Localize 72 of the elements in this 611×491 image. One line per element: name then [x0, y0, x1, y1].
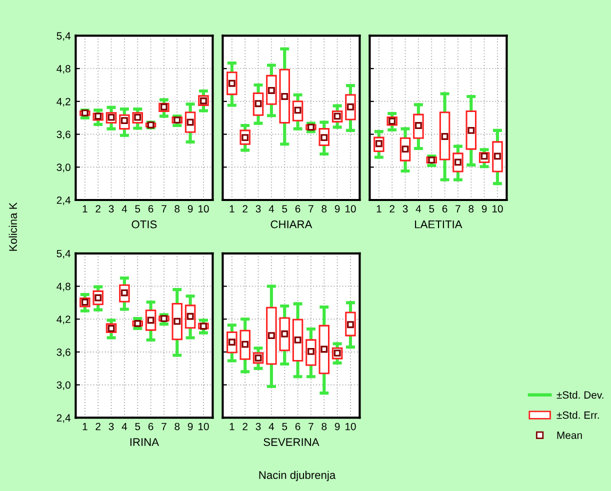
y-tick-label: 3,0: [56, 381, 70, 390]
x-tick-label: 3: [256, 422, 261, 430]
x-tick-label: 8: [468, 205, 474, 213]
y-tick-label: 5,4: [56, 32, 71, 41]
x-tick-label: 4: [416, 205, 422, 212]
x-tick-label: 6: [295, 205, 300, 213]
y-tick-label: 3,6: [56, 348, 70, 358]
x-tick-label: 7: [162, 205, 166, 212]
x-axis-title: IRINA: [130, 438, 159, 446]
text: ±Std. Dev.: [556, 391, 604, 399]
x-tick-label: 1: [230, 205, 234, 212]
x-tick-label: 6: [295, 422, 300, 430]
x-tick-label: 2: [390, 205, 394, 212]
x-tick-label: 2: [242, 422, 248, 430]
x-tick-label: 8: [174, 422, 180, 430]
x-tick-label: 9: [188, 422, 193, 430]
x-tick-label: 4: [122, 205, 128, 212]
x-tick-label: 2: [242, 205, 248, 212]
x-tick-label: 5: [135, 422, 140, 430]
x-tick-label: 4: [268, 422, 274, 430]
y-tick-label: 3,6: [56, 130, 70, 140]
y-tick-label: 5,4: [56, 250, 71, 259]
x-axis-title: LAETITIA: [415, 220, 462, 228]
x-tick-label: 2: [96, 422, 100, 430]
x-tick-label: 3: [402, 205, 408, 213]
x-tick-label: 2: [96, 205, 100, 212]
x-tick-label: 6: [148, 205, 154, 213]
x-tick-label: 10: [198, 205, 209, 213]
x-tick-label: 1: [82, 422, 88, 430]
y-tick-label: 2,4: [56, 196, 71, 206]
y-axis-title: Kolicina K: [8, 202, 17, 251]
x-tick-label: 8: [322, 422, 327, 430]
x-tick-label: 10: [492, 205, 503, 213]
x-tick-label: 7: [308, 205, 314, 212]
text: ±Std. Err.: [556, 411, 599, 419]
x-tick-label: 9: [334, 205, 340, 213]
x-tick-label: 4: [268, 205, 274, 212]
x-tick-label: 3: [108, 422, 114, 430]
y-tick-label: 4,8: [56, 65, 70, 74]
x-tick-label: 9: [482, 205, 487, 213]
x-tick-label: 5: [429, 205, 434, 213]
x-tick-label: 3: [108, 205, 114, 213]
y-tick-label: 2,4: [56, 414, 71, 423]
y-tick-label: 4,2: [56, 316, 70, 324]
x-tick-label: 6: [148, 422, 154, 430]
x-tick-label: 9: [334, 422, 340, 430]
x-tick-label: 6: [442, 205, 448, 213]
x-tick-label: 8: [322, 205, 327, 213]
x-tick-label: 8: [174, 205, 180, 213]
x-tick-label: 10: [198, 422, 209, 430]
y-tick-label: 4,8: [56, 282, 70, 292]
x-axis-title: OTIS: [132, 220, 157, 228]
text: Nacin djubrenja: [259, 470, 336, 482]
x-tick-label: 1: [376, 205, 382, 212]
x-tick-label: 7: [456, 205, 460, 212]
y-tick-label: 3,0: [56, 164, 70, 172]
text: Mean: [557, 432, 582, 439]
x-tick-label: 1: [230, 422, 234, 430]
x-tick-label: 5: [282, 205, 288, 213]
x-tick-label: 5: [282, 422, 288, 430]
x-tick-label: 3: [256, 205, 261, 213]
x-tick-label: 5: [135, 205, 140, 213]
x-tick-label: 4: [122, 422, 128, 430]
x-tick-label: 9: [188, 205, 193, 213]
x-tick-label: 1: [82, 205, 88, 212]
x-tick-label: 10: [345, 205, 356, 213]
x-tick-label: 10: [345, 422, 356, 430]
x-tick-label: 7: [308, 422, 314, 430]
x-axis-title: CHIARA: [270, 220, 312, 228]
x-tick-label: 7: [162, 422, 166, 430]
y-tick-label: 4,2: [56, 98, 70, 107]
x-axis-title: SEVERINA: [264, 438, 320, 446]
